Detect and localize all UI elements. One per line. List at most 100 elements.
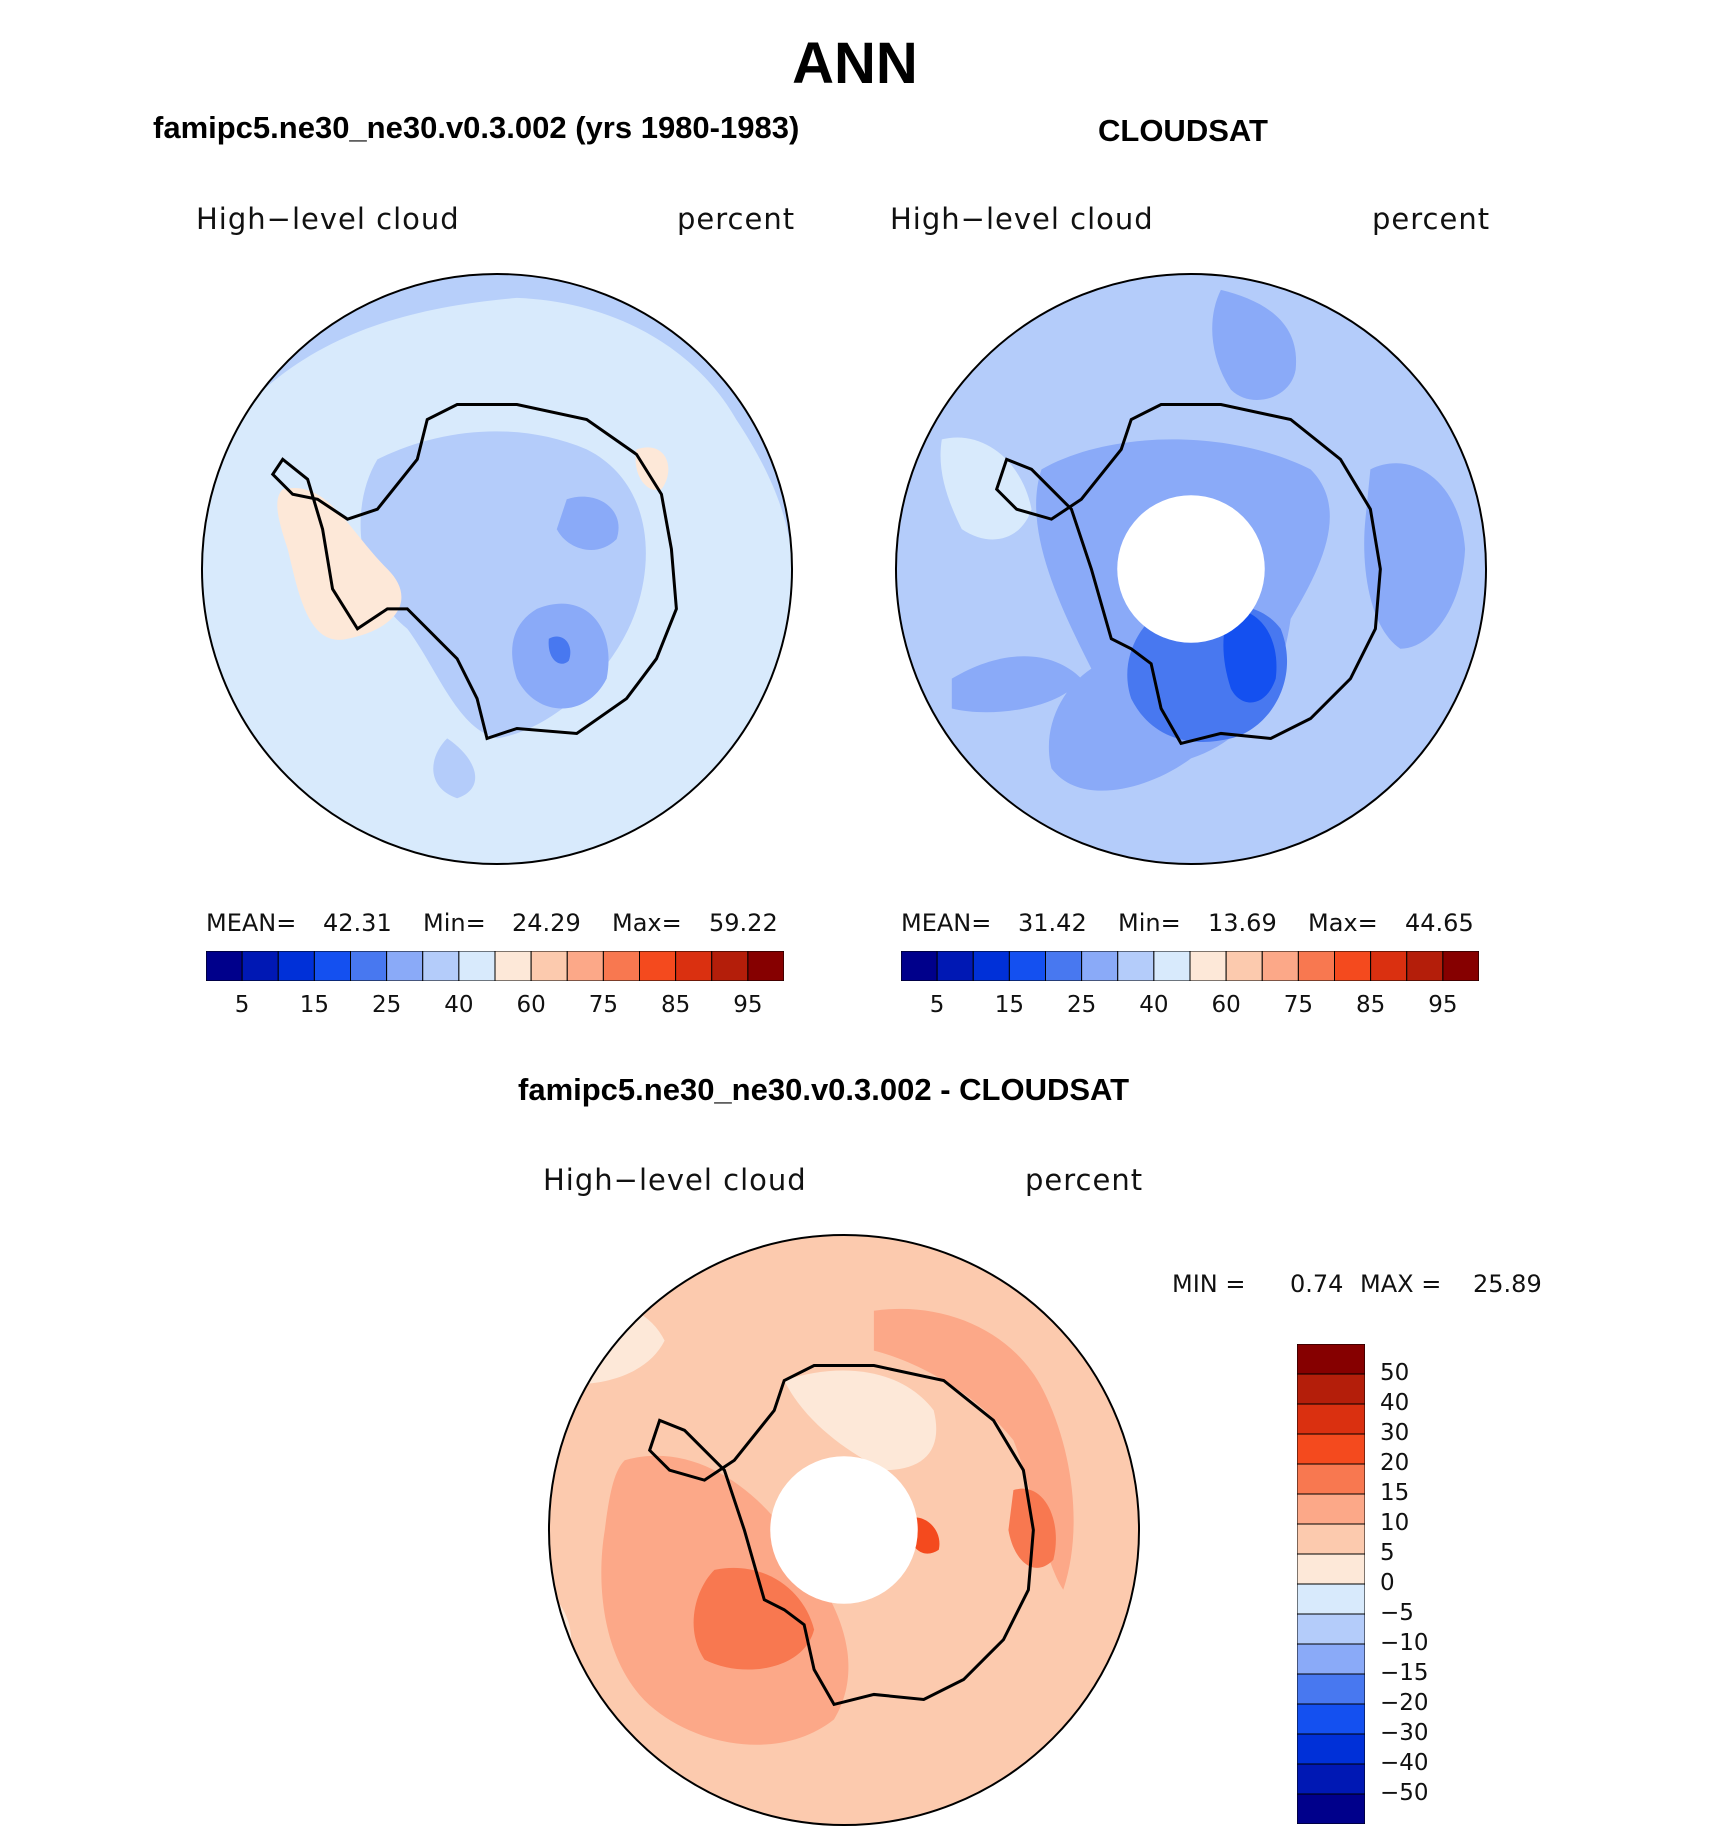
model-colorbar-tick-label: 75 — [588, 992, 619, 1018]
model-colorbar-tick-label: 85 — [660, 992, 691, 1018]
diff-colorbar-swatch — [1297, 1433, 1365, 1465]
model-colorbar-tick-label: 25 — [371, 992, 402, 1018]
diff-colorbar-swatch — [1297, 1673, 1365, 1705]
model-variable-label: High−level cloud — [196, 202, 460, 236]
model-colorbar-swatch — [566, 951, 604, 981]
model-mean-label: MEAN= — [206, 909, 297, 937]
diff-colorbar-swatch — [1297, 1463, 1365, 1495]
model-colorbar — [206, 951, 784, 981]
diff-colorbar-swatch — [1297, 1583, 1365, 1615]
diff-colorbar-swatch — [1297, 1703, 1365, 1735]
diff-colorbar-tick-label: −15 — [1380, 1660, 1429, 1686]
diff-colorbar-swatch — [1297, 1523, 1365, 1555]
diff-colorbar-swatch — [1297, 1373, 1365, 1405]
obs-colorbar-tick-label: 25 — [1066, 992, 1097, 1018]
obs-colorbar-swatch — [1370, 951, 1408, 981]
diff-polar-map — [547, 1233, 1141, 1827]
model-max-label: Max= — [612, 909, 682, 937]
obs-min-label: Min= — [1118, 909, 1181, 937]
obs-map-border — [894, 272, 1488, 866]
obs-missing-data-hole — [1117, 495, 1265, 643]
diff-colorbar-swatch — [1297, 1763, 1365, 1795]
obs-colorbar-tick-label: 60 — [1211, 992, 1241, 1018]
model-colorbar-swatch — [711, 951, 749, 981]
obs-coastline — [994, 403, 1382, 746]
obs-colorbar-tick-label: 40 — [1139, 992, 1169, 1018]
obs-panel-title: CLOUDSAT — [1098, 113, 1268, 148]
diff-colorbar-swatch — [1297, 1613, 1365, 1645]
obs-colorbar — [901, 951, 1479, 981]
diff-colorbar-tick-label: 20 — [1380, 1450, 1410, 1476]
diff-map-border — [547, 1233, 1141, 1827]
diff-max-label: MAX = — [1360, 1270, 1442, 1298]
model-colorbar-swatch — [422, 951, 460, 981]
obs-field-region — [1223, 608, 1277, 703]
diff-colorbar-tick-label: −40 — [1380, 1750, 1429, 1776]
diff-colorbar-tick-label: 50 — [1380, 1360, 1410, 1386]
diff-min-value: 0.74 — [1290, 1270, 1344, 1298]
model-field-region — [433, 738, 476, 799]
diff-colorbar-tick-label: −30 — [1380, 1720, 1429, 1746]
model-polar-map — [200, 272, 794, 866]
diff-field-region — [693, 1567, 815, 1670]
obs-colorbar-swatch — [1189, 951, 1227, 981]
model-mean-value: 42.31 — [323, 909, 392, 937]
obs-field-region — [951, 656, 1082, 713]
diff-missing-data-hole — [770, 1456, 918, 1604]
model-coastline — [270, 403, 678, 741]
model-colorbar-swatch — [530, 951, 568, 981]
model-colorbar-swatch — [350, 951, 388, 981]
diff-colorbar-tick-label: −20 — [1380, 1690, 1429, 1716]
model-colorbar-tick-label: 60 — [516, 992, 546, 1018]
obs-variable-label: High−level cloud — [890, 202, 1154, 236]
obs-mean-value: 31.42 — [1018, 909, 1087, 937]
obs-colorbar-swatch — [972, 951, 1010, 981]
obs-mean-label: MEAN= — [901, 909, 992, 937]
obs-field-region — [1364, 463, 1466, 649]
obs-colorbar-swatch — [1008, 951, 1046, 981]
model-colorbar-swatch — [494, 951, 532, 981]
model-min-value: 24.29 — [512, 909, 581, 937]
model-colorbar-swatch — [277, 951, 315, 981]
diff-colorbar-swatch — [1297, 1493, 1365, 1525]
diff-colorbar-swatch — [1297, 1403, 1365, 1435]
obs-max-value: 44.65 — [1405, 909, 1474, 937]
obs-colorbar-swatch — [1297, 951, 1335, 981]
model-min-label: Min= — [423, 909, 486, 937]
obs-colorbar-swatch — [1334, 951, 1372, 981]
diff-colorbar-swatch — [1297, 1344, 1365, 1375]
diff-min-label: MIN = — [1172, 1270, 1246, 1298]
obs-colorbar-swatch — [1081, 951, 1119, 981]
obs-min-value: 13.69 — [1208, 909, 1277, 937]
diff-colorbar-labels: 50 40 30 20 15 10 5 0 −5 −10 −15 −20 −30 −40 −50 — [1380, 1344, 1480, 1824]
diff-colorbar-swatch — [1297, 1643, 1365, 1675]
obs-max-label: Max= — [1308, 909, 1378, 937]
obs-colorbar-swatch — [1045, 951, 1083, 981]
model-field-region — [556, 496, 619, 550]
obs-colorbar-tick-label: 75 — [1283, 992, 1314, 1018]
diff-colorbar-tick-label: 0 — [1380, 1570, 1395, 1596]
obs-colorbar-tick-label: 5 — [929, 992, 945, 1018]
model-colorbar-labels: 5 15 25 40 60 75 85 95 — [206, 992, 784, 1022]
model-units-label: percent — [677, 202, 796, 236]
diff-panel-title: famipc5.ne30_ne30.v0.3.002 - CLOUDSAT — [518, 1072, 1130, 1107]
obs-colorbar-tick-label: 15 — [994, 992, 1025, 1018]
diff-colorbar-tick-label: −50 — [1380, 1780, 1429, 1806]
model-colorbar-swatch — [602, 951, 640, 981]
diff-max-value: 25.89 — [1473, 1270, 1542, 1298]
obs-colorbar-labels: 5 15 25 40 60 75 85 95 — [901, 992, 1479, 1022]
diff-field-region — [784, 1370, 937, 1471]
model-colorbar-tick-label: 5 — [234, 992, 250, 1018]
obs-field-region — [1212, 289, 1297, 400]
diff-field-region — [873, 1308, 1074, 1590]
diff-colorbar-tick-label: 5 — [1380, 1540, 1395, 1566]
diff-colorbar-tick-label: 10 — [1380, 1510, 1410, 1536]
obs-units-label: percent — [1372, 202, 1491, 236]
model-colorbar-swatch — [747, 951, 784, 981]
model-colorbar-swatch — [313, 951, 351, 981]
model-field-region — [635, 447, 669, 491]
diff-colorbar — [1297, 1344, 1365, 1824]
model-colorbar-swatch — [241, 951, 279, 981]
obs-colorbar-swatch — [1153, 951, 1191, 981]
model-colorbar-swatch — [386, 951, 424, 981]
